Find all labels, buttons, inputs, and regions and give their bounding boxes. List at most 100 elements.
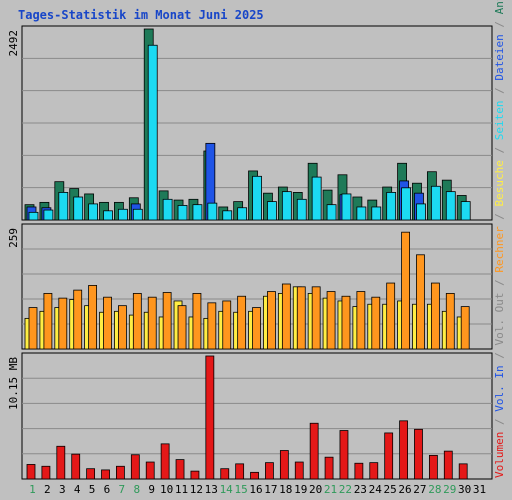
bar-rechner [192, 293, 202, 350]
legend-entry: / [493, 140, 506, 160]
bar-seiten [132, 208, 143, 221]
day-label: 7 [119, 483, 126, 496]
legend-entry: Dateien [493, 34, 506, 80]
bar-rechner [311, 286, 321, 350]
day-label: 13 [205, 483, 218, 496]
bar-rechner [267, 291, 276, 350]
bar-seiten [147, 44, 158, 221]
legend-entry: / [493, 412, 506, 432]
day-label: 16 [249, 483, 262, 496]
bar-volumen [145, 461, 155, 480]
bar-rechner [386, 282, 396, 350]
bar-volumen [26, 464, 36, 480]
bar-rechner [341, 295, 351, 350]
bar-rechner [73, 289, 83, 350]
day-label: 5 [89, 483, 96, 496]
day-label: 19 [294, 483, 307, 496]
top-panel-ymax-label: 2492 [7, 30, 20, 57]
day-label: 15 [234, 483, 247, 496]
bar-volumen [250, 471, 259, 480]
bar-seiten [386, 192, 397, 221]
legend-entry: Rechner [493, 226, 506, 273]
bar-rechner [222, 300, 232, 350]
bar-rechner [177, 305, 187, 350]
bar-seiten [43, 209, 54, 221]
day-label: 12 [190, 483, 203, 496]
bar-rechner [416, 254, 425, 350]
bar-seiten [73, 196, 84, 221]
day-label: 4 [74, 483, 81, 496]
bar-seiten [88, 203, 99, 221]
bar-volumen [443, 450, 453, 480]
bar-seiten [58, 192, 69, 221]
bar-rechner [118, 305, 127, 350]
bar-volumen [235, 463, 245, 480]
bar-volumen [56, 445, 66, 480]
bar-rechner [28, 307, 38, 350]
bar-seiten [252, 175, 262, 221]
middle-panel-ymax-label: 259 [7, 228, 20, 248]
day-label: 28 [428, 483, 441, 496]
legend-entry: Vol. Out [493, 293, 506, 346]
day-label: 21 [324, 483, 337, 496]
bar-seiten [356, 206, 367, 221]
bar-seiten [162, 198, 173, 221]
bar-rechner [371, 296, 381, 350]
day-label: 14 [220, 483, 234, 496]
bar-rechner [43, 293, 53, 350]
day-label: 27 [413, 483, 426, 496]
day-label: 8 [133, 483, 140, 496]
day-label: 11 [175, 483, 188, 496]
day-label: 25 [384, 483, 397, 496]
bar-seiten [118, 208, 128, 221]
bar-rechner [356, 291, 366, 350]
bar-rechner [401, 231, 410, 350]
bar-rechner [252, 307, 261, 350]
bar-rechner [132, 293, 142, 350]
bar-volumen [220, 468, 230, 480]
day-label: 9 [148, 483, 155, 496]
bar-seiten [207, 202, 218, 221]
day-label: 3 [59, 483, 66, 496]
bar-rechner [147, 296, 157, 350]
bar-rechner [207, 302, 217, 350]
legend-entry: Seiten [493, 100, 506, 140]
legend-entry: / [493, 273, 506, 293]
bar-volumen [160, 443, 170, 480]
bar-volumen [279, 450, 289, 480]
bar-seiten [103, 210, 113, 221]
bar-volumen [369, 462, 379, 480]
bar-volumen [265, 462, 274, 480]
legend-entry: / [493, 206, 506, 226]
bar-volumen [116, 465, 125, 480]
bar-seiten [445, 191, 456, 221]
bottom-panel-ymax-label: 10.15 MB [7, 357, 20, 410]
bar-seiten [460, 201, 471, 221]
chart-title: Tages-Statistik im Monat Juni 2025 [18, 8, 264, 22]
day-label: 18 [279, 483, 292, 496]
bar-volumen [205, 355, 215, 480]
bar-volumen [384, 432, 394, 480]
day-label: 26 [398, 483, 411, 496]
bar-seiten [341, 193, 352, 221]
bar-volumen [71, 453, 81, 480]
bar-seiten [267, 201, 277, 221]
bar-rechner [162, 292, 172, 350]
bar-volumen [339, 430, 349, 480]
bar-seiten [281, 191, 292, 221]
bar-volumen [428, 454, 438, 480]
bar-volumen [458, 463, 468, 480]
bar-seiten [192, 204, 203, 221]
bar-seiten [401, 187, 411, 221]
bar-volumen [354, 462, 364, 480]
day-label: 29 [443, 483, 456, 496]
bar-seiten [430, 185, 441, 221]
day-label: 2 [44, 483, 51, 496]
legend-entry: / [493, 81, 506, 101]
day-label: 22 [339, 483, 352, 496]
legend-entry: Vol. In [493, 365, 506, 411]
bar-volumen [190, 470, 200, 480]
bar-volumen [309, 422, 319, 480]
bar-volumen [175, 459, 185, 480]
